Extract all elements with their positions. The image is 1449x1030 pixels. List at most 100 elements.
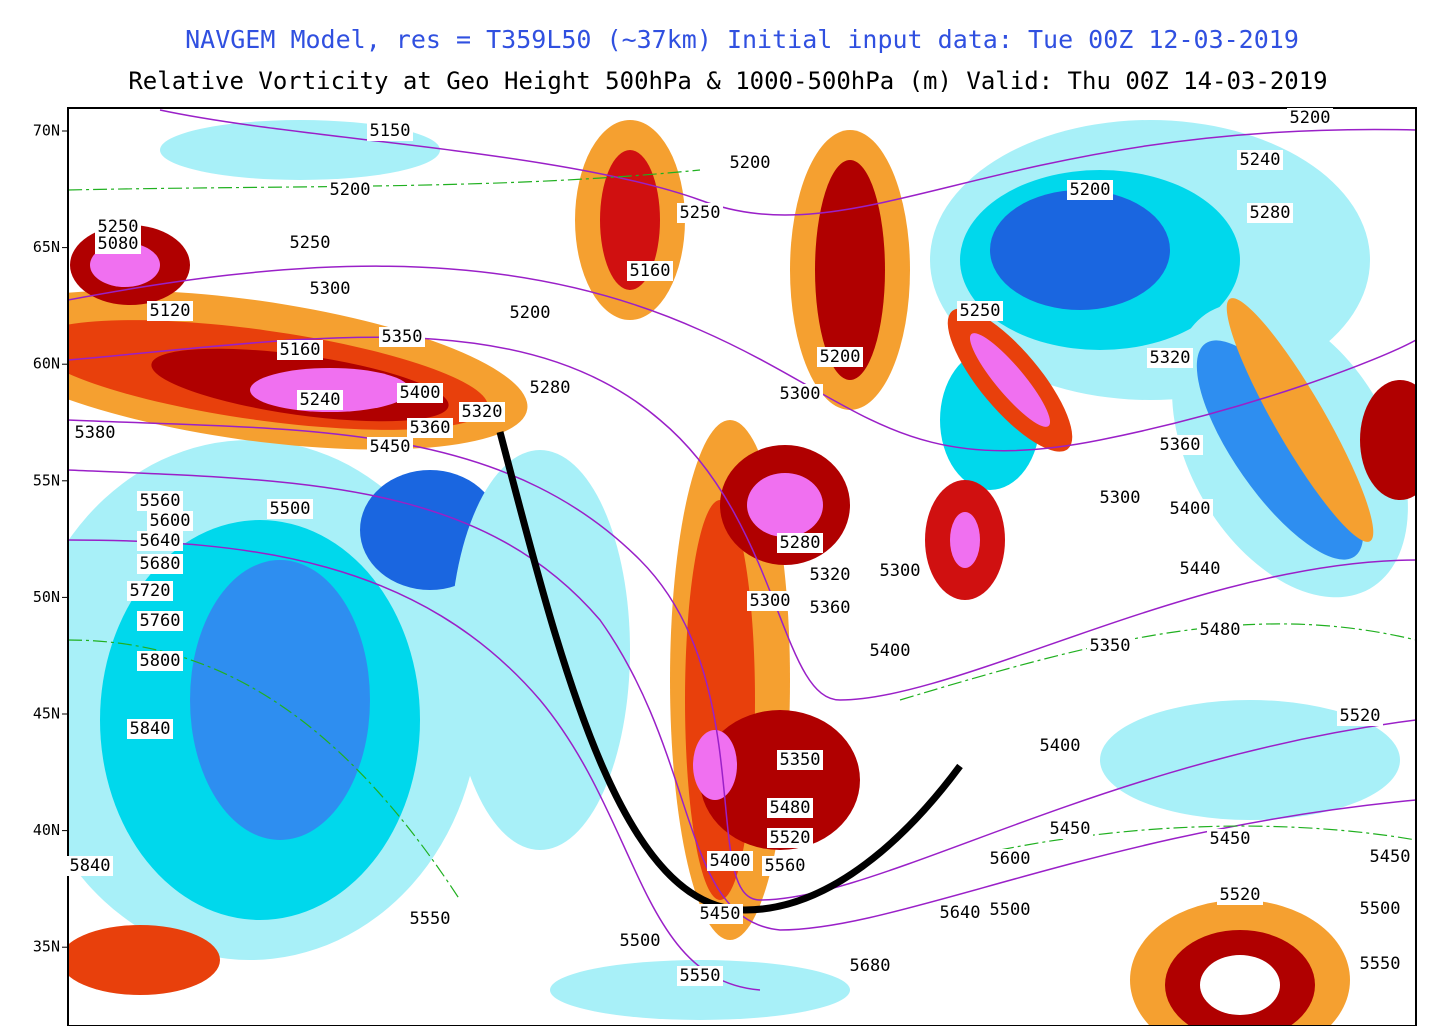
- contour-label-bg: [1237, 150, 1283, 170]
- contour-label-bg: [707, 851, 753, 871]
- contour-label: 5320: [810, 565, 851, 585]
- contour-label: 5840: [70, 856, 111, 876]
- contour-label: 5450: [370, 437, 411, 457]
- contour-label: 5240: [1240, 150, 1281, 170]
- contour-label-bg: [1217, 885, 1263, 905]
- contour-label-bg: [987, 900, 1033, 920]
- contour-label: 5550: [1360, 954, 1401, 974]
- contour-label-bg: [367, 437, 413, 457]
- contour-label-bg: [1037, 736, 1083, 756]
- contour-label-bg: [507, 303, 553, 323]
- contour-label: 5160: [280, 340, 321, 360]
- contour-label-bg: [767, 798, 813, 818]
- latitude-label: 70N: [33, 122, 60, 140]
- contour-label-bg: [767, 828, 813, 848]
- contour-label-bg: [877, 561, 923, 581]
- contour-label-bg: [67, 856, 113, 876]
- contour-label-bg: [459, 402, 505, 422]
- contour-label: 5400: [400, 383, 441, 403]
- contour-label: 5500: [270, 499, 311, 519]
- contour-label: 5600: [990, 849, 1031, 869]
- contour-label-bg: [297, 390, 343, 410]
- contour-label-bg: [1357, 899, 1403, 919]
- contour-label: 5150: [370, 121, 411, 141]
- contour-label-bg: [1167, 499, 1213, 519]
- contour-label-bg: [127, 581, 173, 601]
- contour-label: 5440: [1180, 559, 1221, 579]
- contour-label: 5350: [1090, 636, 1131, 656]
- contour-label-bg: [137, 531, 183, 551]
- contour-label-bg: [1047, 819, 1093, 839]
- contour-label-bg: [1207, 829, 1253, 849]
- contour-label-bg: [287, 233, 333, 253]
- contour-label-bg: [807, 565, 853, 585]
- contour-label: 5560: [765, 856, 806, 876]
- contour-label-bg: [147, 511, 193, 531]
- contour-label: 5320: [462, 402, 503, 422]
- contour-label-bg: [677, 966, 723, 986]
- title-field: Relative Vorticity at Geo Height 500hPa …: [128, 67, 1327, 95]
- contour-label: 5400: [1040, 736, 1081, 756]
- latitude-label: 40N: [33, 821, 60, 839]
- contour-label: 5550: [410, 909, 451, 929]
- contour-label: 5550: [680, 966, 721, 986]
- contour-label: 5300: [880, 561, 921, 581]
- contour-label: 5520: [770, 828, 811, 848]
- contour-label-bg: [1097, 488, 1143, 508]
- contour-label: 5520: [1340, 706, 1381, 726]
- contour-label: 5450: [1370, 847, 1411, 867]
- contour-label-bg: [762, 856, 808, 876]
- contour-label: 5480: [1200, 620, 1241, 640]
- contour-label-bg: [95, 217, 141, 237]
- contour-label: 5400: [870, 641, 911, 661]
- contour-label-bg: [407, 418, 453, 438]
- contour-label-bg: [137, 554, 183, 574]
- contour-label: 5350: [780, 750, 821, 770]
- contour-label: 5360: [410, 418, 451, 438]
- contour-label-bg: [1337, 706, 1383, 726]
- contour-label: 5350: [382, 327, 423, 347]
- contour-label-bg: [277, 340, 323, 360]
- contour-label-bg: [807, 598, 853, 618]
- contour-label: 5250: [960, 301, 1001, 321]
- contour-label-bg: [1157, 435, 1203, 455]
- contour-label: 5250: [680, 203, 721, 223]
- contour-label-bg: [127, 719, 173, 739]
- contour-label: 5450: [1210, 829, 1251, 849]
- contour-label: 5360: [810, 598, 851, 618]
- contour-label: 5680: [850, 956, 891, 976]
- contour-label: 5240: [300, 390, 341, 410]
- contour-label: 5500: [990, 900, 1031, 920]
- contour-label: 5450: [700, 904, 741, 924]
- contour-label: 5380: [75, 423, 116, 443]
- contour-label: 5160: [630, 261, 671, 281]
- contour-label-bg: [137, 611, 183, 631]
- contour-label: 5760: [140, 611, 181, 631]
- contour-label-bg: [327, 180, 373, 200]
- contour-label-bg: [747, 591, 793, 611]
- contour-label: 5600: [150, 511, 191, 531]
- contour-label-bg: [847, 956, 893, 976]
- contour-label-bg: [1357, 954, 1403, 974]
- contour-label-bg: [627, 261, 673, 281]
- contour-label-bg: [817, 347, 863, 367]
- contour-label-bg: [379, 327, 425, 347]
- contour-label-bg: [397, 383, 443, 403]
- contour-label-bg: [697, 904, 743, 924]
- contour-label-bg: [1177, 559, 1223, 579]
- contour-label-bg: [1087, 636, 1133, 656]
- contour-label-bg: [617, 931, 663, 951]
- contour-label-bg: [307, 279, 353, 299]
- latitude-label: 50N: [33, 588, 60, 606]
- contour-label: 5560: [140, 491, 181, 511]
- contour-label-bg: [1147, 348, 1193, 368]
- contour-label: 5300: [750, 591, 791, 611]
- contour-label: 5640: [140, 531, 181, 551]
- latitude-label: 55N: [33, 471, 60, 489]
- contour-label-bg: [147, 301, 193, 321]
- contour-label-bg: [777, 384, 823, 404]
- contour-label-bg: [867, 641, 913, 661]
- contour-label: 5450: [1050, 819, 1091, 839]
- contour-label: 5200: [1290, 108, 1331, 128]
